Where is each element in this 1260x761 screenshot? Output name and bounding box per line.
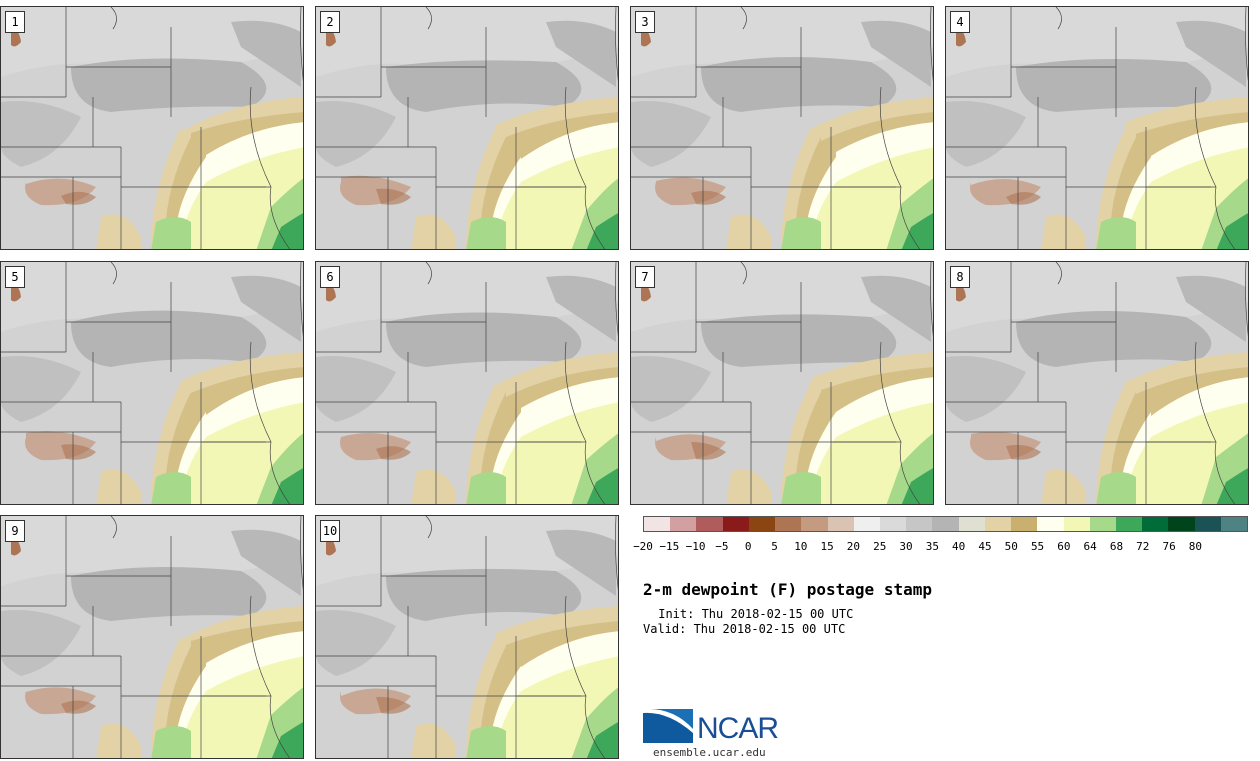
dewpoint-map bbox=[1, 516, 303, 758]
colorbar-swatch bbox=[958, 517, 985, 531]
ncar-logo-icon bbox=[643, 708, 693, 743]
colorbar-tick-label: 68 bbox=[1109, 540, 1124, 553]
member-panel: 2 bbox=[315, 6, 619, 250]
dewpoint-map bbox=[946, 262, 1248, 504]
colorbar-swatch bbox=[748, 517, 776, 531]
colorbar-tick-label: 15 bbox=[820, 540, 834, 553]
colorbar-swatch bbox=[801, 517, 828, 531]
colorbar-swatch bbox=[1220, 517, 1248, 531]
member-panel: 10 bbox=[315, 515, 619, 759]
member-panel: 8 bbox=[945, 261, 1249, 505]
dewpoint-map bbox=[631, 7, 933, 249]
member-panel: 3 bbox=[630, 6, 934, 250]
member-panel: 6 bbox=[315, 261, 619, 505]
dewpoint-map bbox=[316, 262, 618, 504]
dewpoint-map bbox=[1, 262, 303, 504]
colorbar-tick-labels: −20 −15 −10 −5 0 5 10 15 20 25 30 35 40 45 50 55 60 64 68 7… bbox=[633, 540, 1258, 554]
dewpoint-map bbox=[1, 7, 303, 249]
ncar-logo-text: NCAR bbox=[697, 712, 779, 745]
dewpoint-map bbox=[946, 7, 1248, 249]
colorbar-swatch bbox=[879, 517, 907, 531]
colorbar-swatch bbox=[1194, 517, 1221, 531]
colorbar-swatch bbox=[1063, 517, 1090, 531]
colorbar-swatch bbox=[984, 517, 1012, 531]
member-number-label: 7 bbox=[635, 266, 655, 288]
colorbar-swatch bbox=[696, 517, 723, 531]
colorbar-tick-label: −10 bbox=[685, 540, 706, 553]
colorbar-tick-label: −5 bbox=[715, 540, 729, 553]
colorbar-tick-label: −15 bbox=[659, 540, 680, 553]
colorbar-tick-label: 30 bbox=[899, 540, 913, 553]
member-number-label: 5 bbox=[5, 266, 25, 288]
init-time: Init: Thu 2018-02-15 00 UTC bbox=[651, 607, 854, 621]
colorbar-swatch bbox=[932, 517, 959, 531]
member-number-label: 8 bbox=[950, 266, 970, 288]
colorbar-tick-label: 60 bbox=[1057, 540, 1071, 553]
colorbar-swatch bbox=[906, 517, 933, 531]
colorbar-tick-label: 76 bbox=[1162, 540, 1176, 553]
colorbar-tick-label: 64 bbox=[1083, 540, 1097, 553]
member-panel: 7 bbox=[630, 261, 934, 505]
colorbar-tick-label: 50 bbox=[1004, 540, 1018, 553]
member-number-label: 1 bbox=[5, 11, 25, 33]
colorbar-swatch bbox=[670, 517, 697, 531]
dewpoint-map bbox=[631, 262, 933, 504]
colorbar-tick-label: 72 bbox=[1136, 540, 1150, 553]
colorbar-swatch bbox=[1011, 517, 1038, 531]
colorbar-swatch bbox=[1089, 517, 1116, 531]
colorbar-swatch bbox=[853, 517, 880, 531]
colorbar-tick-label: 25 bbox=[873, 540, 887, 553]
colorbar-tick-label: 20 bbox=[846, 540, 861, 553]
colorbar-tick-label: 0 bbox=[744, 540, 752, 553]
colorbar-swatch bbox=[644, 517, 671, 531]
member-panel: 1 bbox=[0, 6, 304, 250]
colorbar-swatch bbox=[827, 517, 854, 531]
member-number-label: 6 bbox=[320, 266, 340, 288]
colorbar-swatch bbox=[1037, 517, 1064, 531]
colorbar-swatch bbox=[1115, 517, 1143, 531]
colorbar-swatch bbox=[1168, 517, 1195, 531]
colorbar-tick-label: 40 bbox=[952, 540, 966, 553]
valid-time: Valid: Thu 2018-02-15 00 UTC bbox=[643, 622, 846, 636]
colorbar-tick-label: −20 bbox=[633, 540, 653, 553]
member-number-label: 3 bbox=[635, 11, 655, 33]
member-number-label: 10 bbox=[320, 520, 340, 542]
dewpoint-map bbox=[316, 516, 618, 758]
colorbar-tick-label: 35 bbox=[925, 540, 939, 553]
member-panel: 4 bbox=[945, 6, 1249, 250]
figure-title: 2-m dewpoint (F) postage stamp bbox=[643, 580, 932, 599]
colorbar-swatch bbox=[775, 517, 802, 531]
member-number-label: 2 bbox=[320, 11, 340, 33]
member-number-label: 4 bbox=[950, 11, 970, 33]
member-number-label: 9 bbox=[5, 520, 25, 542]
colorbar bbox=[643, 516, 1248, 532]
site-url[interactable]: ensemble.ucar.edu bbox=[653, 746, 766, 759]
member-panel: 9 bbox=[0, 515, 304, 759]
colorbar-swatch bbox=[1142, 517, 1169, 531]
colorbar-tick-label: 45 bbox=[978, 540, 992, 553]
colorbar-tick-label: 5 bbox=[771, 540, 778, 553]
colorbar-tick-label: 80 bbox=[1188, 540, 1203, 553]
member-panel: 5 bbox=[0, 261, 304, 505]
colorbar-tick-label: 10 bbox=[794, 540, 808, 553]
colorbar-swatch bbox=[722, 517, 749, 531]
colorbar-tick-label: 55 bbox=[1030, 540, 1045, 553]
dewpoint-map bbox=[316, 7, 618, 249]
